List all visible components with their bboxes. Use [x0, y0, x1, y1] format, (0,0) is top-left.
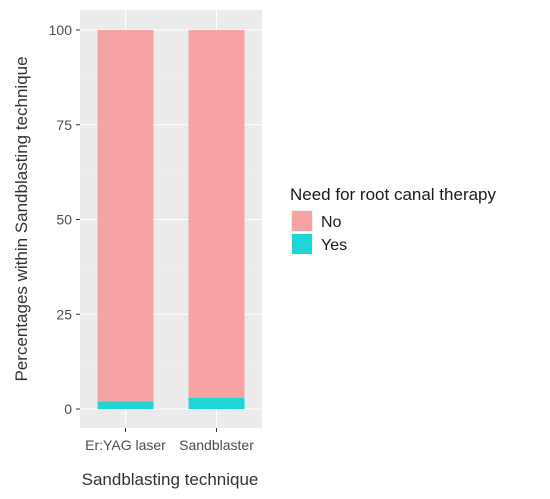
bar-segment-no	[188, 30, 245, 398]
legend: Need for root canal therapy No Yes	[290, 185, 497, 255]
bar-segment-yes	[188, 397, 245, 409]
legend-items: No Yes	[291, 210, 347, 255]
legend-label-no: No	[321, 214, 342, 231]
y-tick-label: 0	[64, 401, 72, 417]
x-tick-label: Er:YAG laser	[85, 437, 166, 453]
y-tick-label: 100	[49, 22, 73, 38]
x-tick-label: Sandblaster	[179, 437, 254, 453]
legend-title: Need for root canal therapy	[290, 185, 497, 204]
bar-segment-yes	[97, 401, 154, 409]
bar-segment-no	[97, 30, 154, 402]
legend-swatch-yes	[292, 234, 312, 254]
bars	[97, 30, 245, 409]
y-tick-label: 50	[56, 212, 72, 228]
legend-label-yes: Yes	[321, 237, 347, 254]
x-axis: Er:YAG laser Sandblaster	[85, 428, 254, 453]
y-axis: 0 25 50 75 100	[49, 22, 80, 417]
x-axis-title: Sandblasting technique	[82, 470, 259, 489]
y-axis-title: Percentages within Sandblasting techniqu…	[12, 56, 31, 381]
y-tick-label: 75	[56, 117, 72, 133]
legend-swatch-no	[292, 211, 312, 231]
y-tick-label: 25	[56, 306, 72, 322]
